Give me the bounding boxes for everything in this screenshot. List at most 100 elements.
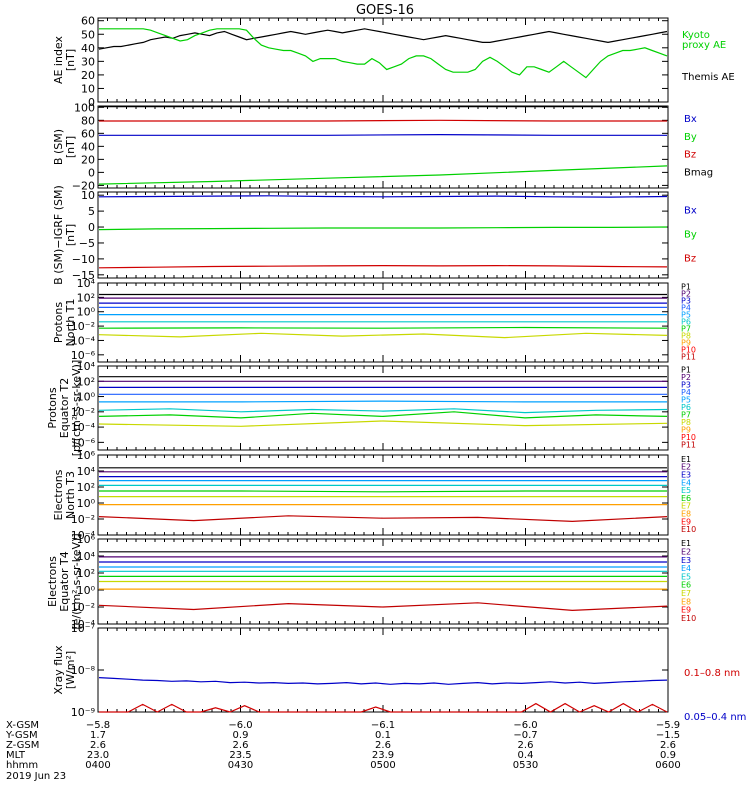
y-axis-label: AE index (52, 35, 65, 84)
y-axis-label: North T3 (64, 471, 77, 519)
y-tick-label: 10⁻² (71, 513, 95, 526)
legend-themis-ae: Themis AE (681, 72, 735, 83)
x-row-label-y-gsm: Y-GSM (5, 730, 38, 741)
x-row-value: 0500 (370, 760, 395, 771)
y-tick-label: 10⁻⁴ (71, 421, 96, 434)
legend-p1: P1 (681, 366, 691, 375)
y-tick-label: 100 (74, 101, 95, 114)
series-line-bz (98, 264, 668, 269)
legend-proxy-ae: proxy AE (682, 40, 726, 51)
x-row-label-x-gsm: X-GSM (6, 720, 39, 731)
y-axis-label: Protons (52, 302, 65, 343)
series-line-0-1-0-8-nm (99, 702, 668, 713)
legend-p3: P3 (681, 297, 691, 306)
panel-bigrf: −15 −10 −5 0 5 10 B (SM)−IGRF (SM) [nT] Bx By Bz (52, 185, 697, 285)
y-tick-label: 10² (77, 567, 95, 580)
legend-p11: P11 (681, 353, 696, 362)
panel-xray: 10⁻⁹ 10⁻⁸ 10⁻⁷ Xray flux [W/m²] 0.1–0.8 nm 0.0… (52, 622, 746, 723)
y-axis-label: Electrons (46, 556, 59, 607)
legend-e7: E7 (681, 589, 691, 598)
legend-e2: E2 (681, 463, 691, 472)
y-tick-label: 10⁻⁹ (71, 706, 95, 719)
legend-bmag: Bmag (684, 168, 713, 179)
series-line-e6 (99, 490, 667, 493)
y-tick-label: −5 (79, 237, 95, 250)
panel-frame (97, 365, 669, 451)
legend-e6: E6 (681, 581, 691, 590)
legend-p6: P6 (681, 403, 691, 412)
x-row-value: 23.9 (372, 750, 394, 761)
legend-e4: E4 (681, 478, 691, 487)
legend-p5: P5 (681, 311, 691, 320)
y-tick-label: 10⁻⁷ (71, 622, 95, 635)
series-line-by (98, 226, 668, 231)
series-line-by (98, 165, 668, 185)
series-line-p8 (98, 420, 668, 427)
legend-0-1-0-8-nm: 0.1–0.8 nm (684, 668, 740, 679)
x-row-value: 0.4 (518, 750, 534, 761)
legend-e5: E5 (681, 572, 691, 581)
legend-p7: P7 (681, 325, 691, 334)
x-row-value: 2.6 (660, 740, 676, 751)
legend-p1: P1 (681, 283, 691, 292)
y-tick-label: 10² (77, 375, 95, 388)
legend-p8: P8 (681, 332, 691, 341)
legend-p6: P6 (681, 318, 691, 327)
legend-e4: E4 (681, 564, 691, 573)
legend-e10: E10 (681, 525, 696, 534)
x-row-value: −0.7 (513, 730, 537, 741)
x-row-value: −6.0 (513, 720, 537, 731)
x-row-value: 2.6 (233, 740, 249, 751)
legend-e2: E2 (681, 547, 691, 556)
y-tick-label: 10² (77, 481, 95, 494)
legend-0-05-0-4-nm: 0.05–0.4 nm (684, 712, 746, 723)
y-axis-label: Equator T4 (58, 551, 71, 611)
date-label: 2019 Jun 23 (6, 771, 66, 782)
y-axis-label: [W/m²] (64, 651, 77, 689)
legend-bz: Bz (684, 150, 696, 161)
y-axis-label: [p/(cm²-s-sr-keV)] (70, 360, 83, 457)
y-tick-label: 10⁻⁶ (71, 436, 96, 449)
legend-p4: P4 (681, 388, 691, 397)
series-line-bx (99, 133, 667, 136)
y-tick-label: 10⁴ (77, 550, 96, 563)
y-tick-label: 10⁻⁶ (71, 349, 96, 362)
series-line-p5 (99, 400, 667, 403)
y-tick-label: 20 (81, 69, 95, 82)
legend-p7: P7 (681, 410, 691, 419)
y-axis-label: North T1 (64, 299, 77, 347)
series-line-0-05-0-4-nm (98, 677, 668, 685)
legend-p9: P9 (681, 339, 691, 348)
x-row-value: 2.6 (90, 740, 106, 751)
y-tick-label: 30 (81, 55, 95, 68)
series-line-p7 (98, 411, 668, 419)
x-row-label-z-gsm: Z-GSM (6, 740, 39, 751)
legend-bx: Bx (684, 206, 697, 217)
x-row-value: 2.6 (375, 740, 391, 751)
y-axis-label: Equator T2 (58, 378, 71, 438)
legend-p3: P3 (681, 381, 691, 390)
y-tick-label: 10⁰ (77, 391, 96, 404)
series-line-e9 (98, 602, 668, 612)
series-line-e9 (98, 515, 668, 523)
y-tick-label: 10⁰ (77, 306, 96, 319)
legend-bx: Bx (684, 114, 697, 125)
x-row-value: 0.9 (660, 750, 676, 761)
y-axis-label: Protons (46, 387, 59, 428)
y-axis-label: Electrons (52, 469, 65, 520)
x-row-value: 0430 (228, 760, 253, 771)
y-tick-label: 20 (81, 153, 95, 166)
y-tick-label: 0 (88, 96, 95, 109)
y-tick-label: 10 (81, 189, 95, 202)
legend-e7: E7 (681, 502, 691, 511)
series-line-p6 (98, 408, 668, 414)
y-tick-label: 10 (81, 82, 95, 95)
series-line-p7 (98, 326, 668, 329)
x-row-value: −5.8 (86, 720, 110, 731)
legend-e1: E1 (681, 455, 691, 464)
y-tick-label: 50 (81, 28, 95, 41)
y-tick-label: 0 (88, 221, 95, 234)
